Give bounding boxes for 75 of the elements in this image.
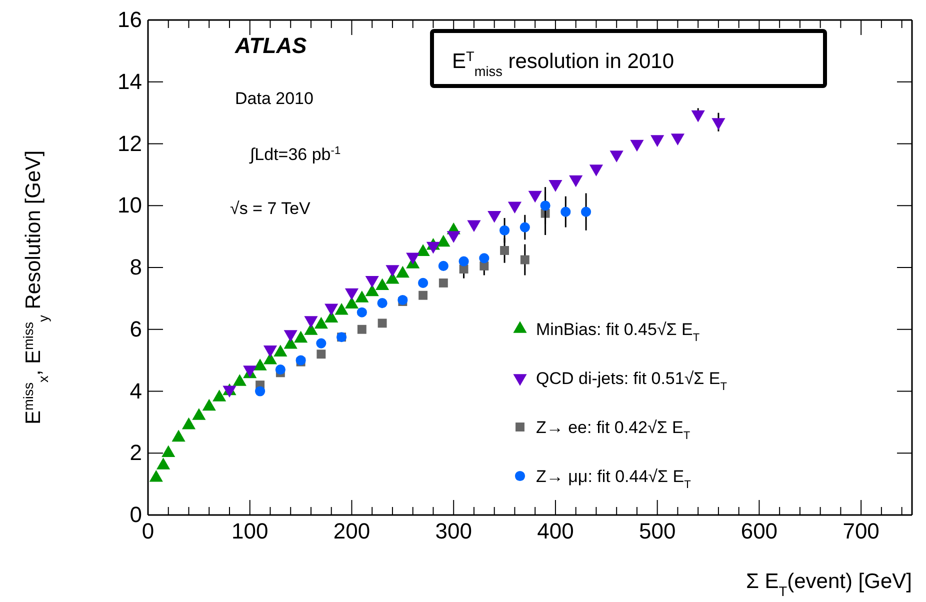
point: [316, 350, 326, 359]
point: [520, 222, 530, 232]
point: [378, 318, 387, 328]
point: [712, 118, 726, 130]
point: [316, 338, 326, 348]
point: [172, 430, 186, 442]
point: [589, 164, 604, 176]
x-tick-label: 700: [842, 518, 880, 544]
point: [500, 246, 510, 255]
x-tick-label: 300: [435, 518, 472, 544]
point: [630, 140, 644, 152]
annotation: √s = 7 TeV: [230, 199, 312, 218]
point: [253, 358, 267, 370]
point: [356, 307, 367, 318]
point: [182, 417, 196, 430]
y-tick-label: 16: [118, 7, 142, 32]
point: [488, 210, 502, 223]
point: [438, 260, 448, 271]
point: [275, 364, 286, 375]
point: [149, 470, 163, 482]
y-tick-label: 8: [130, 254, 142, 280]
point: [418, 290, 428, 300]
legend-label: Z→ ee: fit 0.42√Σ E$_{T}$: [536, 418, 690, 442]
y-tick-label: 2: [130, 440, 142, 466]
point: [398, 294, 408, 306]
point: [162, 445, 176, 458]
legend-label: Z→ μμ: fit 0.44√Σ E$_{T}$: [536, 467, 692, 491]
text: E$^{T}$$_{miss}$ resolution in 2010: [452, 48, 674, 78]
point: [446, 231, 460, 243]
point: [560, 206, 571, 217]
point: [520, 255, 530, 264]
point: [294, 330, 308, 343]
point: [670, 134, 685, 146]
point: [418, 278, 428, 288]
point: [479, 253, 490, 264]
y-tick-label: 4: [130, 378, 142, 404]
point: [202, 398, 216, 411]
y-tick-label: 10: [118, 192, 142, 218]
point: [569, 175, 583, 188]
legend-label: QCD di-jets: fit 0.51√Σ E$_{T}$: [536, 369, 728, 393]
point: [255, 386, 266, 396]
annotation: ∫Ldt=36 pb$^{-1}$: [249, 145, 341, 164]
point: [580, 206, 592, 217]
x-tick-label: 200: [333, 518, 370, 544]
point: [540, 200, 550, 211]
x-tick-label: 100: [232, 518, 268, 544]
point: [426, 242, 440, 254]
annotation: ATLAS: [234, 33, 308, 58]
point: [458, 256, 469, 266]
x-axis-title: Σ E$_{T}$(event) [GeV]: [746, 570, 912, 598]
point: [691, 110, 705, 122]
legend-label: MinBias: fit 0.45√Σ E$_{T}$: [536, 320, 700, 344]
point: [467, 220, 481, 232]
y-tick-label: 14: [118, 68, 142, 94]
point: [438, 278, 448, 288]
point: [650, 135, 664, 147]
point: [508, 202, 522, 214]
point: [377, 298, 388, 308]
point: [548, 180, 562, 192]
x-tick-label: 500: [638, 518, 676, 544]
x-tick-label: 400: [537, 518, 574, 544]
x-tick-label: 600: [740, 518, 778, 544]
point: [499, 225, 510, 236]
point: [156, 458, 170, 470]
point: [610, 150, 624, 162]
y-tick-label: 0: [130, 502, 142, 528]
point: [192, 408, 206, 420]
y-tick-label: 12: [118, 130, 142, 156]
point: [274, 344, 288, 356]
point: [357, 324, 366, 334]
point: [528, 190, 542, 203]
annotation: Data 2010: [235, 89, 314, 108]
point: [232, 374, 246, 386]
point: [212, 390, 226, 402]
y-tick-label: 6: [130, 316, 142, 342]
